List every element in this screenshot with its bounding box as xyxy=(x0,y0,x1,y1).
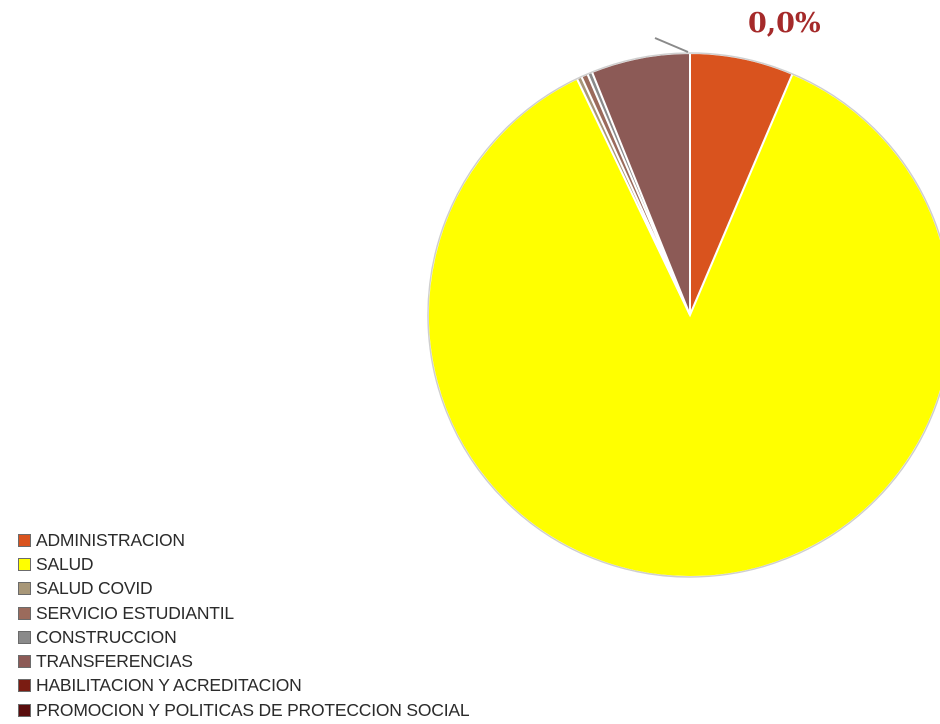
legend-item: TRANSFERENCIAS xyxy=(18,649,469,673)
legend-swatch xyxy=(18,630,31,644)
chart-legend: ADMINISTRACION SALUD SALUD COVID SERVICIO E… xyxy=(18,528,470,722)
legend-swatch xyxy=(18,655,31,669)
pie-outline xyxy=(427,52,940,578)
legend-swatch xyxy=(18,679,31,693)
legend-label: CONSTRUCCION xyxy=(36,626,177,647)
legend-label: HABILITACION Y ACREDITACION xyxy=(36,675,302,696)
legend-label: SALUD COVID xyxy=(36,578,153,599)
legend-item: SALUD COVID xyxy=(18,577,469,601)
legend-label: TRANSFERENCIAS xyxy=(36,651,193,672)
legend-label: PROMOCION Y POLITICAS DE PROTECCION SOCI… xyxy=(36,699,470,720)
slice-percent-label: 0,0% xyxy=(748,8,821,39)
legend-item: SERVICIO ESTUDIANTIL xyxy=(18,601,469,625)
legend-item: ADMINISTRACION xyxy=(18,528,469,552)
legend-swatch xyxy=(18,557,31,571)
legend-label: ADMINISTRACION xyxy=(36,529,185,550)
legend-item: CONSTRUCCION xyxy=(18,625,469,649)
legend-label: SALUD xyxy=(36,553,94,574)
legend-label: SERVICIO ESTUDIANTIL xyxy=(36,602,234,623)
legend-swatch xyxy=(18,582,31,596)
legend-item: PROMOCION Y POLITICAS DE PROTECCION SOCI… xyxy=(18,698,470,722)
legend-swatch xyxy=(18,703,31,717)
legend-item: HABILITACION Y ACREDITACION xyxy=(18,674,469,698)
legend-item: SALUD xyxy=(18,552,469,576)
annotation-leader-line xyxy=(654,37,689,53)
legend-swatch xyxy=(18,606,31,620)
legend-swatch xyxy=(18,533,31,547)
pie-slices xyxy=(427,51,940,578)
